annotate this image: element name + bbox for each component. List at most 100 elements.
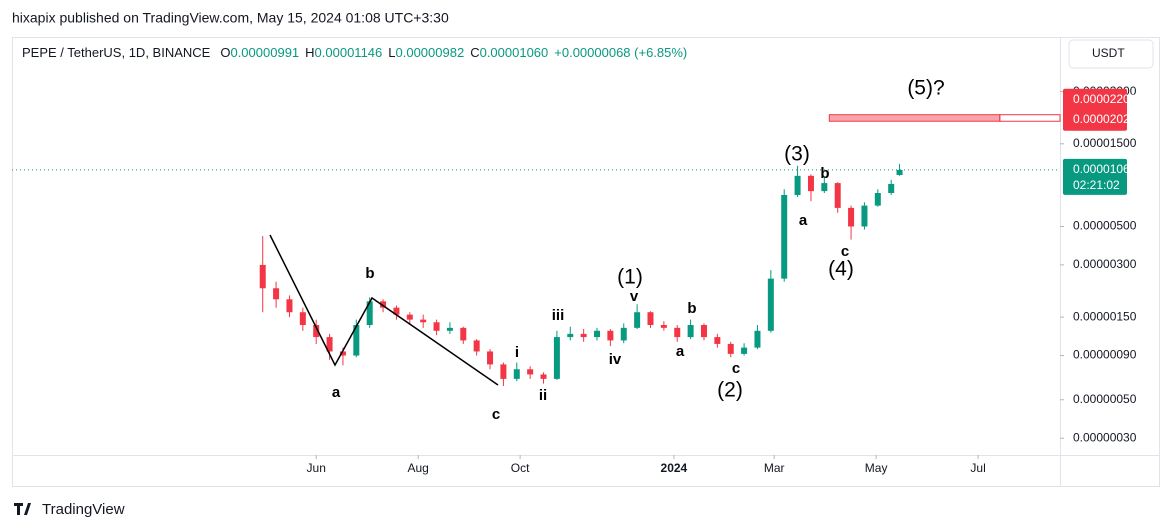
legend-item: O bbox=[220, 45, 230, 60]
legend: PEPE / TetherUS, 1D, BINANCE O0.00000991 H… bbox=[22, 45, 687, 60]
candle-body bbox=[500, 364, 507, 379]
candle-body bbox=[527, 369, 534, 375]
target-tag bbox=[1063, 88, 1127, 131]
candle-body bbox=[620, 327, 627, 341]
wave-label: (3) bbox=[784, 143, 810, 166]
y-tick-label: 0.00000030 bbox=[1073, 430, 1137, 444]
candle-body bbox=[299, 312, 306, 326]
target-label: 0.00002208 bbox=[1073, 92, 1137, 106]
candle-body bbox=[553, 337, 560, 379]
y-tick-label: 0.00001500 bbox=[1073, 136, 1137, 150]
candle-body bbox=[634, 312, 641, 328]
candle-body bbox=[513, 369, 520, 379]
candle-body bbox=[433, 322, 440, 331]
candle-body bbox=[607, 330, 614, 341]
candle-body bbox=[594, 330, 601, 338]
candle-body bbox=[286, 299, 293, 313]
candle-body bbox=[339, 351, 346, 356]
candle-body bbox=[660, 325, 667, 328]
logo bbox=[14, 503, 31, 515]
footer: TradingView bbox=[42, 501, 125, 518]
x-tick-label: Oct bbox=[511, 461, 530, 475]
last-price-label: 0.00001060 bbox=[1073, 162, 1137, 176]
currency-button[interactable] bbox=[1068, 39, 1154, 69]
candle-body bbox=[446, 327, 453, 331]
legend-text: PEPE / TetherUS, 1D, BINANCE O0.00000991 H… bbox=[22, 45, 687, 60]
header: hixapix published on TradingView.com, Ma… bbox=[12, 10, 449, 26]
candle-body bbox=[406, 314, 413, 320]
candle-body bbox=[473, 340, 480, 352]
x-tick-label: Mar bbox=[764, 461, 785, 475]
legend-item: +0.00000068 (+6.85%) bbox=[554, 45, 687, 60]
wave-label: a bbox=[332, 384, 341, 401]
candle-body bbox=[888, 183, 895, 194]
plot bbox=[259, 114, 1061, 387]
wave-label: b bbox=[365, 265, 374, 282]
candle-body bbox=[794, 175, 801, 195]
target-zone-extension bbox=[999, 114, 1061, 122]
legend-item: 0.00001146 bbox=[315, 45, 383, 60]
wave-label: c bbox=[732, 360, 740, 377]
candle-body bbox=[259, 264, 266, 289]
candle-body bbox=[353, 325, 360, 356]
x-tick-label: Jul bbox=[970, 461, 985, 475]
wave-label: a bbox=[676, 343, 685, 360]
target-zone bbox=[828, 114, 1001, 122]
candle-body bbox=[647, 312, 654, 326]
wave-label: b bbox=[687, 300, 696, 317]
legend-item: 0.00000982 bbox=[396, 45, 465, 60]
candle-body bbox=[567, 333, 574, 338]
x-tick-label: 2024 bbox=[661, 461, 688, 475]
candle-body bbox=[313, 325, 320, 338]
last-price-tag bbox=[1063, 158, 1127, 195]
x-tick-label: May bbox=[865, 461, 888, 475]
target-label: 0.00002024 bbox=[1073, 112, 1137, 126]
wave-label: c bbox=[841, 243, 849, 260]
x-tick-label: Jun bbox=[307, 461, 326, 475]
candle-body bbox=[540, 374, 547, 379]
candle-body bbox=[366, 301, 373, 326]
frame bbox=[12, 37, 1160, 487]
y-tick-label: 0.00000300 bbox=[1073, 257, 1137, 271]
countdown: 02:21:02 bbox=[1073, 178, 1120, 192]
legend-item: H bbox=[305, 45, 314, 60]
legend-item: PEPE / TetherUS, 1D, BINANCE bbox=[22, 45, 211, 60]
y-tick-label: 0.00000090 bbox=[1073, 348, 1137, 362]
wave-label: iii bbox=[552, 307, 565, 324]
candle-body bbox=[834, 183, 841, 208]
candle-body bbox=[393, 307, 400, 315]
legend-item: 0.00001060 bbox=[480, 45, 549, 60]
x-tick-label: Aug bbox=[407, 461, 428, 475]
candle-body bbox=[420, 319, 427, 323]
candle-body bbox=[273, 288, 280, 300]
candle-body bbox=[326, 337, 333, 352]
candle-body bbox=[741, 347, 748, 354]
candle-body bbox=[848, 207, 855, 227]
candle-body bbox=[714, 337, 721, 344]
trend-line bbox=[269, 234, 499, 386]
candle-body bbox=[807, 175, 814, 192]
wave-label: ii bbox=[539, 387, 547, 404]
candle-body bbox=[687, 325, 694, 338]
currency: USDT bbox=[1092, 46, 1125, 60]
candle-body bbox=[700, 325, 707, 338]
wave-label: (2) bbox=[717, 379, 743, 402]
candle-body bbox=[380, 301, 387, 308]
wave-label: i bbox=[515, 344, 519, 361]
candle-body bbox=[674, 327, 681, 338]
legend-item: C bbox=[470, 45, 479, 60]
wave-label: c bbox=[492, 406, 500, 423]
candle-body bbox=[487, 351, 494, 365]
candle-body bbox=[781, 194, 788, 279]
wave-label: (5)? bbox=[907, 77, 944, 100]
y-tick-label: 0.00000050 bbox=[1073, 392, 1137, 406]
candle-body bbox=[821, 183, 828, 192]
legend-item: 0.00000991 bbox=[230, 45, 299, 60]
candle-body bbox=[580, 333, 587, 338]
wave-label: iv bbox=[609, 351, 622, 368]
wave-label: a bbox=[799, 212, 808, 229]
y-tick-label: 0.00000500 bbox=[1073, 219, 1137, 233]
y-tick-label: 0.00000150 bbox=[1073, 309, 1137, 323]
